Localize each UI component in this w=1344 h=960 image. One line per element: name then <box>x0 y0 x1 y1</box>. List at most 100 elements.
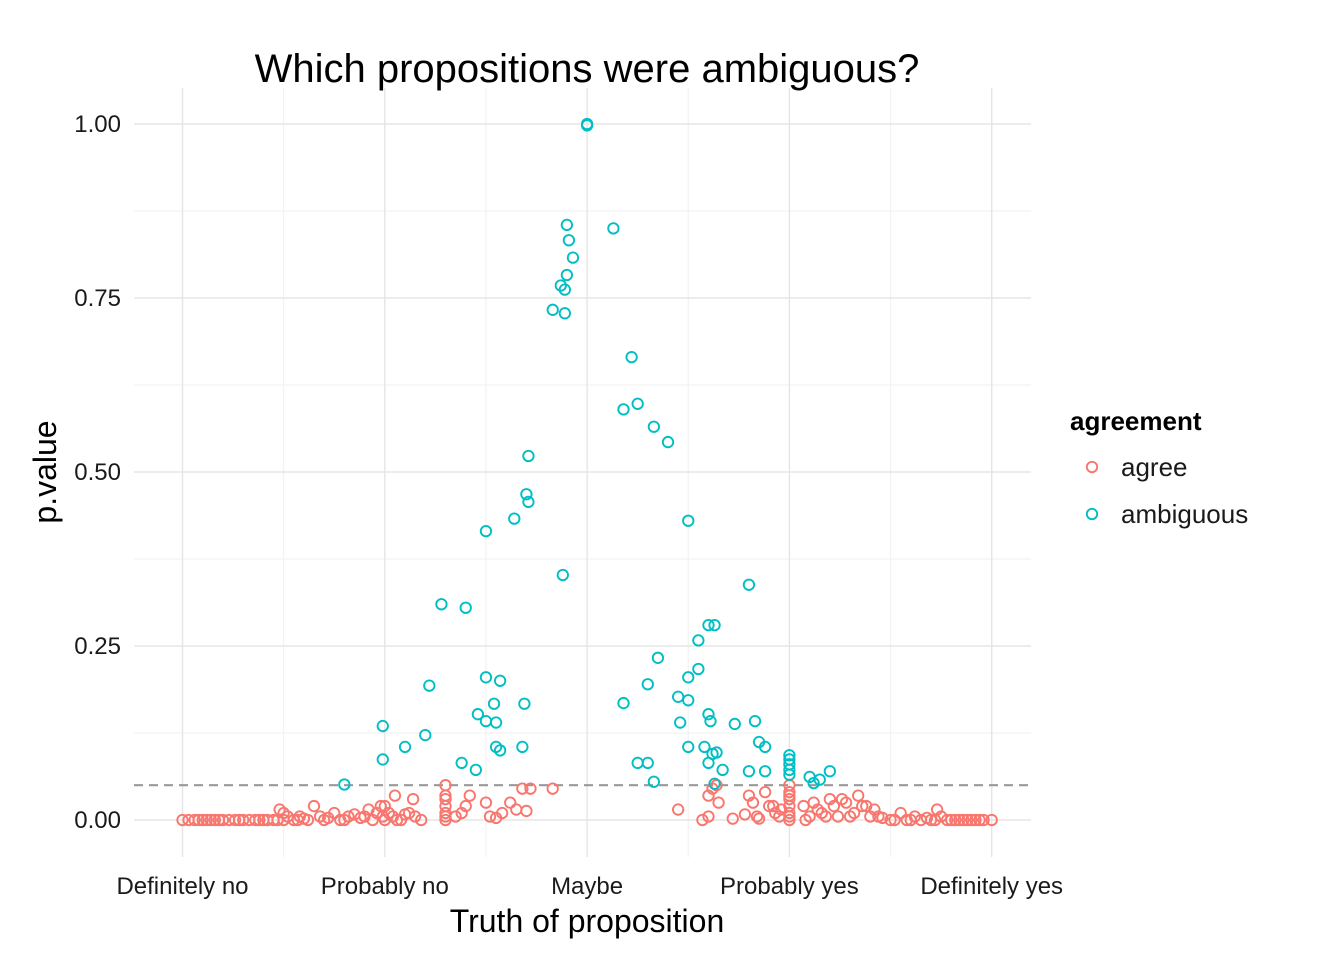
data-point <box>495 806 509 820</box>
data-point <box>647 775 661 788</box>
data-point <box>471 708 485 721</box>
data-point <box>398 740 412 754</box>
data-point <box>566 251 580 264</box>
data-point <box>797 799 810 813</box>
data-point <box>520 804 533 818</box>
data-point <box>783 768 796 781</box>
data-point <box>674 716 687 729</box>
y-tick-label: 0.50 <box>74 459 121 486</box>
data-point <box>856 799 869 813</box>
data-point <box>712 796 725 809</box>
data-point <box>423 679 436 692</box>
data-point <box>631 756 644 770</box>
data-point <box>758 786 772 799</box>
data-point <box>439 779 452 792</box>
data-point <box>803 810 816 823</box>
data-point <box>752 812 766 825</box>
data-point <box>625 351 638 364</box>
data-point <box>750 810 764 823</box>
data-point <box>196 813 209 827</box>
data-point <box>342 810 355 823</box>
data-point <box>415 813 428 827</box>
data-point <box>831 810 845 823</box>
x-tick-label: Definitely yes <box>920 873 1063 900</box>
data-point <box>682 740 695 754</box>
data-point <box>894 806 907 820</box>
data-point <box>376 719 389 733</box>
data-point <box>758 765 772 778</box>
data-point <box>558 283 571 296</box>
data-point <box>479 796 493 809</box>
data-point <box>671 690 685 703</box>
data-point <box>647 420 661 433</box>
data-point <box>479 525 493 538</box>
data-point <box>957 813 970 827</box>
legend-items: agree ambiguous <box>1085 452 1248 529</box>
data-point <box>504 796 517 809</box>
data-point <box>522 495 535 509</box>
data-point <box>469 763 482 777</box>
data-point <box>237 813 250 827</box>
data-point <box>852 789 865 802</box>
data-point <box>508 512 521 525</box>
chart-title: Which propositions were ambiguous? <box>255 47 920 91</box>
data-point <box>439 792 452 806</box>
data-point <box>961 813 974 827</box>
data-point <box>249 813 262 827</box>
data-point <box>435 598 448 611</box>
data-point <box>888 813 901 827</box>
data-point <box>738 808 752 821</box>
data-point <box>748 715 762 728</box>
data-point <box>378 799 391 813</box>
data-point <box>516 740 529 754</box>
data-point <box>580 119 594 132</box>
data-point <box>783 792 796 806</box>
series-ambiguous <box>338 117 837 791</box>
data-point <box>546 782 559 795</box>
data-point <box>708 618 721 632</box>
data-point <box>716 763 729 777</box>
data-point <box>188 813 201 827</box>
data-point <box>783 806 796 820</box>
data-point <box>562 234 576 247</box>
y-tick-label: 0.00 <box>74 807 121 834</box>
y-axis-title: p.value <box>27 420 63 523</box>
data-point <box>192 813 205 827</box>
data-point <box>783 813 796 827</box>
data-point <box>558 307 571 320</box>
data-point <box>969 813 982 827</box>
data-point <box>455 756 468 770</box>
data-point <box>953 813 966 827</box>
x-axis-title: Truth of proposition <box>450 903 725 939</box>
data-point <box>419 728 432 742</box>
data-point <box>463 789 476 802</box>
data-point <box>651 651 665 664</box>
data-point <box>522 449 535 463</box>
data-point <box>977 813 990 827</box>
data-point <box>847 806 861 820</box>
data-point <box>449 810 462 823</box>
data-point <box>524 782 537 795</box>
data-point <box>884 813 897 827</box>
data-point <box>682 514 695 527</box>
data-point <box>216 813 230 827</box>
data-point <box>402 806 416 820</box>
data-point <box>510 803 523 816</box>
data-point <box>376 753 389 766</box>
data-point <box>293 810 306 823</box>
data-point <box>518 697 531 710</box>
data-point <box>390 813 404 827</box>
data-point <box>783 810 796 823</box>
x-tick-label: Maybe <box>551 873 623 900</box>
y-tick-label: 0.75 <box>74 285 121 312</box>
data-point <box>758 740 772 754</box>
data-point <box>819 810 832 823</box>
data-point <box>702 618 715 632</box>
data-point <box>641 678 654 691</box>
legend: agreement agree ambiguous <box>1070 406 1248 529</box>
data-point <box>556 568 569 582</box>
data-point <box>617 696 630 710</box>
data-point <box>704 715 717 728</box>
legend-title: agreement <box>1070 406 1202 436</box>
x-tick-label: Definitely no <box>116 873 248 900</box>
